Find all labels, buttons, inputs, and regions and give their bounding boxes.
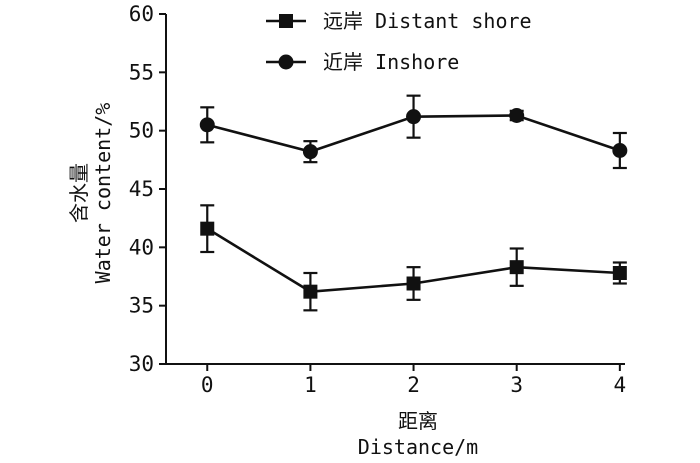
- data-point-distant-1: [303, 284, 318, 299]
- x-tick-label-2: 2: [407, 373, 420, 397]
- data-point-inshore-0: [199, 117, 215, 133]
- legend: 远岸 Distant shore 近岸 Inshore: [266, 9, 532, 74]
- data-point-inshore-1: [302, 144, 318, 160]
- legend-marker-distant: [279, 14, 293, 28]
- data-point-inshore-2: [406, 109, 422, 125]
- data-point-distant-4: [612, 266, 627, 280]
- y-axis-label-cn: 含水量: [67, 163, 91, 223]
- legend-label-distant: 远岸 Distant shore: [323, 9, 532, 33]
- legend-label-inshore: 近岸 Inshore: [323, 50, 459, 74]
- ticks: 30 35 40 45 50 55 60 0 1 2 3 4: [129, 2, 626, 397]
- legend-item-distant: 远岸 Distant shore: [266, 9, 532, 33]
- series-layer: [199, 94, 628, 312]
- x-axis-label-en: Distance/m: [358, 435, 478, 459]
- data-point-distant-2: [406, 276, 421, 291]
- y-tick-label-35: 35: [129, 294, 154, 318]
- x-tick-label-1: 1: [304, 373, 317, 397]
- y-axis-label-en: Water content/%: [91, 103, 115, 284]
- data-point-inshore-4: [612, 143, 628, 158]
- y-tick-label-30: 30: [129, 352, 154, 376]
- y-tick-label-60: 60: [129, 2, 154, 26]
- legend-item-inshore: 近岸 Inshore: [266, 50, 459, 74]
- x-tick-label-3: 3: [510, 373, 523, 397]
- x-tick-label-4: 4: [614, 373, 627, 397]
- data-point-distant-3: [509, 260, 524, 275]
- series-distant: [200, 204, 627, 312]
- y-tick-label-50: 50: [129, 119, 154, 143]
- legend-marker-inshore: [278, 54, 294, 70]
- y-tick-label-40: 40: [129, 235, 154, 259]
- data-point-inshore-3: [509, 108, 525, 123]
- series-inshore: [199, 94, 628, 170]
- x-axis-label-cn: 距离: [398, 409, 438, 433]
- y-tick-label-45: 45: [129, 177, 154, 201]
- data-point-distant-0: [200, 221, 215, 236]
- y-tick-label-55: 55: [129, 60, 154, 84]
- x-tick-label-0: 0: [201, 373, 214, 397]
